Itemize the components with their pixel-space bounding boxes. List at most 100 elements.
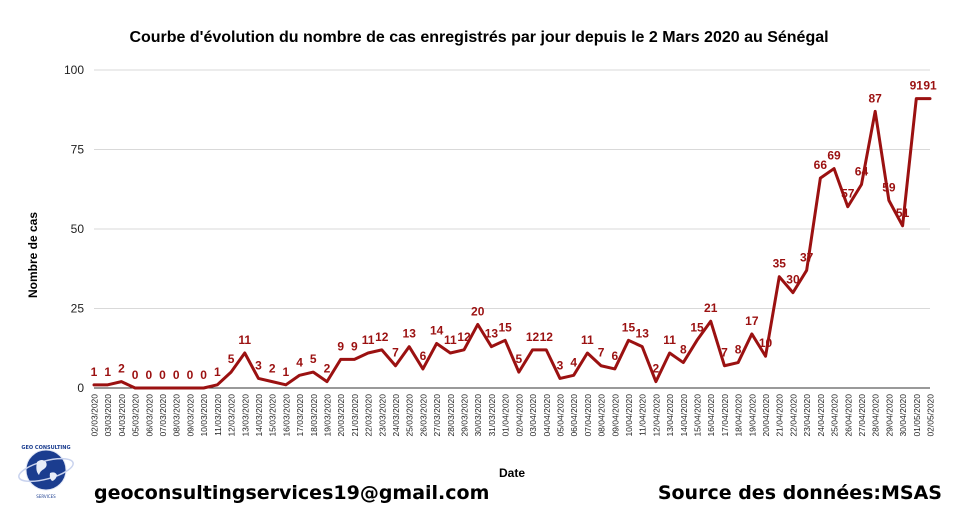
data-label: 11: [444, 333, 457, 347]
data-label: 5: [228, 352, 235, 366]
x-tick-label: 23/04/2020: [802, 394, 812, 437]
y-tick-label: 50: [71, 222, 85, 236]
y-tick-label: 25: [71, 302, 85, 316]
x-tick-label: 01/05/2020: [912, 394, 922, 437]
data-label: 57: [841, 187, 855, 201]
x-tick-label: 28/04/2020: [871, 394, 881, 437]
data-label: 8: [680, 343, 687, 357]
data-label: 4: [296, 355, 303, 369]
x-tick-label: 30/03/2020: [473, 394, 483, 437]
x-tick-label: 18/03/2020: [309, 394, 319, 437]
data-label: 11: [581, 333, 594, 347]
y-tick-label: 75: [71, 143, 85, 157]
data-label: 87: [869, 91, 883, 105]
x-tick-label: 17/04/2020: [720, 394, 730, 437]
x-tick-label: 01/04/2020: [501, 394, 511, 437]
x-tick-label: 21/04/2020: [775, 394, 785, 437]
x-tick-label: 31/03/2020: [487, 394, 497, 437]
data-label: 37: [800, 250, 814, 264]
data-label: 12: [526, 330, 540, 344]
data-label: 6: [420, 349, 427, 363]
y-axis-label: Nombre de cas: [26, 212, 40, 298]
x-tick-label: 12/03/2020: [227, 394, 237, 437]
x-tick-label: 18/04/2020: [734, 394, 744, 437]
data-label: 9: [351, 339, 358, 353]
x-tick-label: 24/04/2020: [816, 394, 826, 437]
data-label: 0: [200, 368, 207, 382]
x-tick-label: 19/03/2020: [322, 394, 332, 437]
x-tick-label: 29/03/2020: [460, 394, 470, 437]
x-tick-label: 10/04/2020: [624, 394, 634, 437]
x-tick-label: 22/03/2020: [364, 394, 374, 437]
data-label: 7: [392, 346, 399, 360]
data-label: 1: [91, 365, 98, 379]
data-label: 15: [498, 320, 512, 334]
x-tick-label: 11/03/2020: [213, 394, 223, 436]
data-label: 69: [827, 149, 841, 163]
y-tick-label: 0: [77, 381, 84, 395]
x-axis-label: Date: [499, 466, 525, 480]
x-tick-label: 19/04/2020: [747, 394, 757, 437]
data-label: 3: [557, 358, 564, 372]
x-tick-label: 05/03/2020: [131, 394, 141, 437]
data-label: 2: [269, 362, 276, 376]
data-label: 14: [430, 323, 444, 337]
x-tick-label: 06/04/2020: [569, 394, 579, 437]
x-tick-label: 14/03/2020: [254, 394, 264, 437]
grid: [94, 69, 930, 389]
contact-email: geoconsultingservices19@gmail.com: [94, 482, 490, 504]
globe-logo-icon: GEO CONSULTING SERVICES: [18, 445, 74, 499]
data-label: 66: [814, 158, 828, 172]
data-source: Source des données:MSAS: [657, 482, 942, 504]
x-tick-label: 13/04/2020: [665, 394, 675, 437]
data-label: 5: [516, 352, 523, 366]
x-tick-label: 04/04/2020: [542, 394, 552, 437]
x-tick-label: 23/03/2020: [377, 394, 387, 437]
x-tick-label: 02/04/2020: [514, 394, 524, 437]
x-tick-label: 08/03/2020: [172, 394, 182, 437]
x-tick-label: 03/04/2020: [528, 394, 538, 437]
x-tick-label: 06/03/2020: [144, 394, 154, 437]
x-tick-label: 16/03/2020: [281, 394, 291, 437]
x-tick-label: 24/03/2020: [391, 394, 401, 437]
x-tick-label: 26/03/2020: [418, 394, 428, 437]
data-label: 0: [173, 368, 180, 382]
data-label: 5: [310, 352, 317, 366]
data-label: 1: [214, 365, 221, 379]
x-tick-label: 20/04/2020: [761, 394, 771, 437]
data-label: 13: [636, 327, 650, 341]
data-label: 0: [159, 368, 166, 382]
x-tick-label: 25/03/2020: [405, 394, 415, 437]
x-tick-label: 21/03/2020: [350, 394, 360, 437]
data-label: 15: [690, 320, 704, 334]
data-label: 6: [611, 349, 618, 363]
x-tick-label: 28/03/2020: [446, 394, 456, 437]
x-tick-label: 04/03/2020: [117, 394, 127, 437]
data-label: 8: [735, 343, 742, 357]
y-axis-ticks: 0 25 50 75 100: [64, 63, 84, 395]
data-label: 59: [882, 180, 896, 194]
x-tick-label: 26/04/2020: [843, 394, 853, 437]
data-label: 12: [375, 330, 389, 344]
data-label: 4: [570, 355, 577, 369]
x-tick-label: 10/03/2020: [199, 394, 209, 437]
x-tick-label: 03/03/2020: [103, 394, 113, 437]
svg-text:SERVICES: SERVICES: [36, 494, 56, 499]
data-label: 64: [855, 164, 869, 178]
data-label: 12: [457, 330, 471, 344]
data-label: 20: [471, 304, 485, 318]
x-tick-label: 07/04/2020: [583, 394, 593, 437]
data-label: 0: [132, 368, 139, 382]
data-label: 0: [145, 368, 152, 382]
x-tick-label: 27/04/2020: [857, 394, 867, 437]
x-axis-ticks: 02/03/2020 03/03/2020 04/03/2020 05/03/2020…: [90, 394, 936, 437]
data-label: 13: [403, 327, 417, 341]
data-label: 17: [745, 314, 759, 328]
x-tick-label: 09/03/2020: [185, 394, 195, 437]
data-label: 3: [255, 358, 262, 372]
x-tick-label: 25/04/2020: [830, 394, 840, 437]
data-label: 2: [653, 362, 660, 376]
x-tick-label: 15/03/2020: [268, 394, 278, 437]
data-label: 30: [786, 273, 800, 287]
